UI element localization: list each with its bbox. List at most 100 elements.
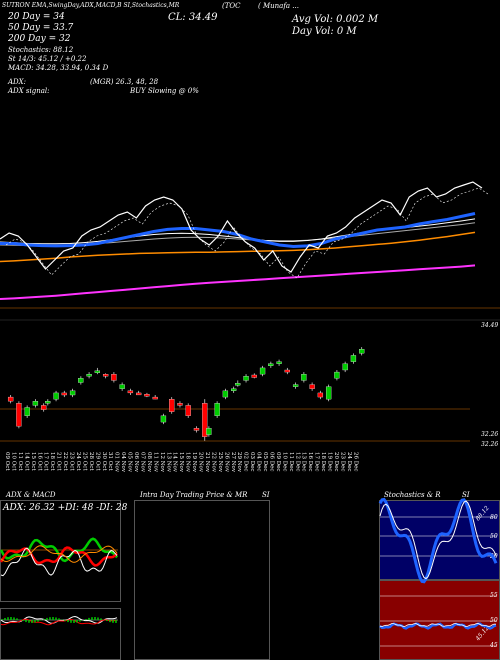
date-axis: 09 Oct 10 Oct 11 Oct 14 Oct 15 Oct 16 Oct 17 O… bbox=[4, 452, 358, 473]
indicators-label: ( Munafa ... bbox=[258, 2, 299, 10]
candle-body bbox=[325, 386, 332, 400]
candle-body bbox=[169, 399, 175, 412]
date-tick: 19 Nov bbox=[191, 452, 197, 473]
date-tick: 25 Oct bbox=[81, 452, 87, 471]
close-price-label: CL: 34.49 bbox=[168, 12, 218, 23]
date-tick: 18 Dec bbox=[320, 452, 326, 472]
date-tick: 13 Dec bbox=[301, 452, 307, 472]
date-tick: 01 Nov bbox=[114, 452, 120, 473]
mri-signal-line bbox=[379, 622, 497, 628]
date-tick: 11 Oct bbox=[17, 452, 23, 471]
date-tick: 23 Oct bbox=[69, 452, 75, 471]
macd-signal-line bbox=[0, 618, 118, 626]
date-tick: 18 Oct bbox=[49, 452, 55, 471]
date-tick: 08 Nov bbox=[146, 452, 152, 473]
date-tick: 14 Oct bbox=[23, 452, 29, 471]
adx-panel-title: ADX & MACD bbox=[6, 491, 56, 499]
intra-panel-title: Intra Day Trading Price & MR bbox=[140, 491, 248, 499]
date-tick: 22 Oct bbox=[62, 452, 68, 471]
candle-body bbox=[53, 392, 59, 400]
candle-body bbox=[119, 384, 125, 389]
candle-body bbox=[41, 405, 47, 410]
signal-text: BUY Slowing @ 0% bbox=[130, 87, 199, 95]
candle-body bbox=[284, 369, 290, 373]
date-tick: 21 Oct bbox=[56, 452, 62, 471]
adx-mgr-label: (MGR) 26.3, 48, 28 bbox=[90, 78, 159, 86]
date-tick: 30 Oct bbox=[101, 452, 107, 471]
date-tick: 24 Dec bbox=[346, 452, 352, 472]
candle-body bbox=[177, 403, 183, 406]
date-tick: 16 Oct bbox=[36, 452, 42, 471]
candle-body bbox=[235, 383, 241, 386]
candle-body bbox=[259, 367, 266, 375]
candle-body bbox=[86, 374, 92, 377]
adx-signal-line bbox=[0, 545, 118, 563]
stochastics-label: Stochastics: 88.12 bbox=[8, 46, 74, 54]
date-tick: 09 Dec bbox=[275, 452, 281, 472]
date-tick: 11 Dec bbox=[288, 452, 294, 472]
date-tick: 17 Dec bbox=[314, 452, 320, 472]
mri-line bbox=[379, 622, 497, 630]
candle-body bbox=[160, 415, 167, 423]
candle-body bbox=[268, 363, 274, 366]
date-tick: 06 Dec bbox=[268, 452, 274, 472]
candle-body bbox=[78, 378, 84, 383]
date-tick: 17 Oct bbox=[43, 452, 49, 471]
date-tick: 23 Dec bbox=[339, 452, 345, 472]
candle-body bbox=[102, 374, 109, 377]
candle-body bbox=[292, 384, 299, 387]
candle-body bbox=[16, 403, 22, 427]
date-tick: 21 Nov bbox=[204, 452, 210, 473]
candle-body bbox=[61, 392, 67, 396]
candle-body bbox=[136, 392, 142, 396]
date-tick: 12 Nov bbox=[159, 452, 165, 473]
day-volume-label: Day Vol: 0 M bbox=[292, 26, 357, 37]
date-tick: 24 Oct bbox=[75, 452, 81, 471]
adx-readout: ADX: 26.32 +DI: 48 -DI: 28 bbox=[3, 503, 128, 513]
mri-level-55: 55 bbox=[490, 592, 498, 599]
stoch-si-label: SI bbox=[462, 491, 470, 499]
date-tick: 18 Nov bbox=[185, 452, 191, 473]
ma20-label: 20 Day = 34 bbox=[8, 12, 65, 22]
long-ma-line bbox=[0, 264, 476, 300]
price-axis-mid: 32.26 bbox=[481, 431, 499, 438]
candle-body bbox=[7, 396, 14, 402]
candle-body bbox=[251, 374, 257, 378]
candle-body bbox=[32, 401, 39, 406]
candle-body bbox=[111, 374, 117, 381]
date-tick: 22 Nov bbox=[210, 452, 216, 473]
candle-body bbox=[69, 390, 76, 396]
stoch-level-80: 80 bbox=[490, 514, 498, 521]
date-tick: 15 Oct bbox=[30, 452, 36, 471]
price-shadow-line bbox=[5, 187, 489, 279]
date-tick: 04 Dec bbox=[256, 452, 262, 472]
candle-body bbox=[359, 349, 365, 354]
date-tick: 26 Nov bbox=[223, 452, 229, 473]
candle-body bbox=[350, 355, 357, 362]
date-tick: 14 Nov bbox=[172, 452, 178, 473]
candle-body bbox=[214, 403, 220, 416]
adx-plus-di-line bbox=[0, 537, 118, 563]
date-tick: 27 Nov bbox=[230, 452, 236, 473]
top-line: SUTRON EMA,SwingDay,ADX,MACD,B SI,Stocha… bbox=[2, 2, 180, 9]
ema200-line bbox=[0, 231, 476, 263]
date-tick: 28 Oct bbox=[88, 452, 94, 471]
date-tick: 12 Dec bbox=[294, 452, 300, 472]
candle-body bbox=[301, 374, 307, 381]
stoch-d-line bbox=[379, 500, 497, 580]
date-tick: 06 Nov bbox=[133, 452, 139, 473]
date-tick: 19 Dec bbox=[327, 452, 333, 472]
date-tick: 13 Nov bbox=[165, 452, 171, 473]
date-tick: 26 Dec bbox=[352, 452, 358, 472]
date-tick: 07 Nov bbox=[139, 452, 145, 473]
stoch-values-label: St 14/3: 45.12 / +0.22 bbox=[8, 55, 87, 63]
avg-volume-label: Avg Vol: 0.002 M bbox=[292, 14, 379, 25]
stoch-level-50: 50 bbox=[490, 533, 498, 540]
price-axis-last: 34.49 bbox=[481, 322, 499, 329]
date-tick: 10 Dec bbox=[281, 452, 287, 472]
mri-level-45: 45 bbox=[490, 642, 498, 649]
candle-body bbox=[309, 384, 315, 389]
candle-body bbox=[202, 403, 208, 437]
ma50-label: 50 Day = 33.7 bbox=[8, 23, 74, 33]
candle-body bbox=[45, 401, 51, 404]
